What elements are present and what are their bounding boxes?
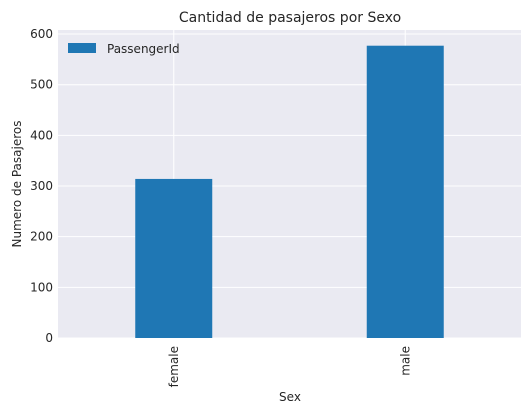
x-tick-label: male <box>398 346 412 376</box>
y-gridlines <box>58 33 521 339</box>
y-tick-label: 300 <box>30 179 53 193</box>
y-tick-label: 600 <box>30 27 53 41</box>
y-tick-label: 100 <box>30 280 53 294</box>
legend-label: PassengerId <box>107 42 180 56</box>
x-tick-label: female <box>167 346 181 387</box>
chart-title: Cantidad de pasajeros por Sexo <box>179 10 401 26</box>
y-axis-label: Numero de Pasajeros <box>10 121 24 248</box>
x-axis-ticks: female male <box>167 346 413 387</box>
legend-swatch <box>68 43 96 53</box>
bar-female <box>135 178 213 338</box>
x-axis-label: Sex <box>279 390 301 404</box>
y-tick-label: 200 <box>30 230 53 244</box>
plot-area <box>58 30 521 338</box>
bars <box>135 45 444 338</box>
y-tick-label: 400 <box>30 128 53 142</box>
y-tick-label: 0 <box>45 331 53 345</box>
bar-male <box>366 45 444 338</box>
y-axis-ticks: 0 100 200 300 400 500 600 <box>30 27 53 345</box>
legend: PassengerId <box>68 42 180 56</box>
y-tick-label: 500 <box>30 78 53 92</box>
